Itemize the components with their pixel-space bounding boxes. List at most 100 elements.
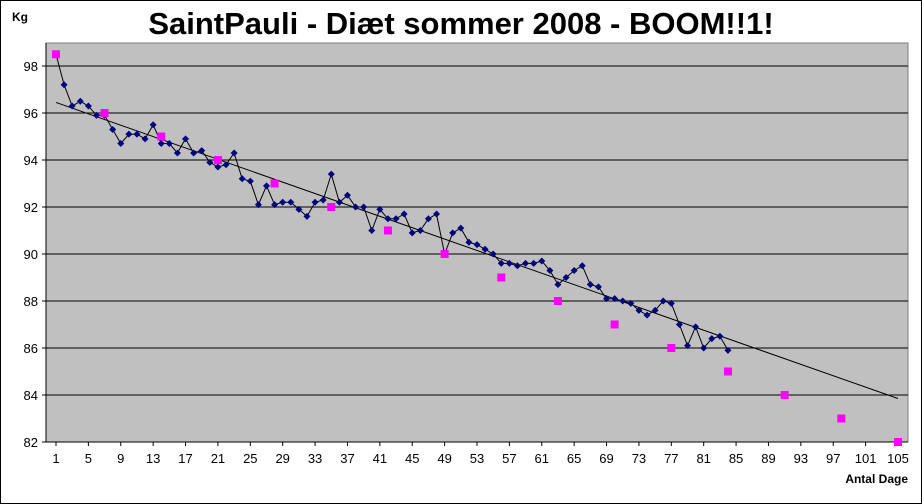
daily-weight-point <box>619 297 627 305</box>
weekly-target-point <box>610 320 619 329</box>
daily-weight-point <box>271 201 279 209</box>
y-tick-label: 90 <box>24 247 38 262</box>
daily-weight-point <box>611 295 619 303</box>
daily-weight-point <box>433 210 441 218</box>
x-tick-label: 61 <box>535 451 549 466</box>
daily-weight-point <box>109 125 117 133</box>
x-tick-label: 1 <box>52 451 59 466</box>
x-tick-label: 33 <box>308 451 322 466</box>
daily-weight-point <box>141 135 149 143</box>
x-tick-label: 81 <box>696 451 710 466</box>
daily-weight-point <box>165 140 173 148</box>
weekly-target-point <box>270 179 279 188</box>
daily-weight-point <box>635 306 643 314</box>
daily-weight-point <box>198 147 206 155</box>
daily-weight-point <box>554 281 562 289</box>
daily-weight-point <box>84 102 92 110</box>
x-tick-label: 65 <box>567 451 581 466</box>
weekly-target-point <box>894 438 902 446</box>
daily-weight-point <box>659 297 667 305</box>
daily-weight-point <box>214 163 222 171</box>
daily-weight-point <box>651 306 659 314</box>
daily-weight-point <box>513 262 521 270</box>
daily-weight-point <box>173 149 181 157</box>
daily-weight-point <box>92 111 100 119</box>
daily-weight-point <box>157 140 165 148</box>
daily-weight-point <box>311 198 319 206</box>
x-tick-label: 93 <box>794 451 808 466</box>
daily-weight-point <box>287 198 295 206</box>
y-tick-label: 96 <box>24 106 38 121</box>
daily-weight-point <box>246 177 254 185</box>
x-tick-label: 89 <box>761 451 775 466</box>
chart-title: SaintPauli - Diæt sommer 2008 - BOOM!!1! <box>148 6 774 41</box>
daily-weight-point <box>643 311 651 319</box>
weekly-target-point <box>213 156 222 164</box>
x-tick-label: 5 <box>85 451 92 466</box>
y-tick-label: 86 <box>24 341 38 356</box>
daily-weight-point <box>724 346 732 354</box>
daily-weight-point <box>295 205 303 213</box>
weekly-target-point <box>497 273 506 282</box>
y-tick-label: 98 <box>24 59 38 74</box>
weekly-target-point <box>327 203 336 211</box>
daily-weight-point <box>303 212 311 220</box>
daily-weight-point <box>627 299 635 307</box>
daily-weight-point <box>343 191 351 199</box>
daily-weight-point <box>457 224 465 232</box>
weekly-target-point <box>100 109 109 117</box>
daily-weight-point <box>546 266 554 274</box>
y-tick-label: 84 <box>24 388 38 403</box>
daily-weight-point <box>562 274 570 281</box>
daily-weight-point <box>481 245 489 253</box>
daily-weight-point <box>603 295 611 303</box>
x-tick-label: 29 <box>275 451 289 466</box>
daily-weight-point <box>68 102 76 110</box>
weekly-target-point <box>667 344 676 352</box>
daily-weight-point <box>60 81 68 89</box>
daily-weight-point <box>133 130 141 138</box>
daily-weight-point <box>530 259 538 267</box>
y-tick-label: 94 <box>24 153 38 168</box>
daily-weight-point <box>117 140 125 148</box>
x-tick-label: 97 <box>826 451 840 466</box>
weekly-target-point <box>837 414 846 423</box>
weekly-target-point <box>157 132 166 141</box>
weekly-target-point <box>723 367 732 376</box>
daily-weight-point <box>424 215 432 223</box>
daily-weight-point <box>489 250 497 258</box>
daily-weight-point <box>700 344 708 352</box>
x-axis-label: Antal Dage <box>845 472 908 486</box>
y-tick-label: 82 <box>24 435 38 450</box>
x-tick-label: 53 <box>470 451 484 466</box>
daily-weight-point <box>263 182 270 190</box>
x-tick-label: 13 <box>146 451 160 466</box>
daily-weight-point <box>190 149 198 157</box>
daily-weight-point <box>675 321 683 328</box>
daily-weight-point <box>319 196 327 204</box>
x-tick-label: 101 <box>855 451 877 466</box>
x-tick-label: 57 <box>502 451 516 466</box>
daily-weight-point <box>392 215 400 223</box>
x-tick-label: 73 <box>632 451 646 466</box>
x-tick-label: 77 <box>664 451 678 466</box>
daily-weight-point <box>327 170 335 178</box>
daily-weight-point <box>125 130 133 138</box>
weekly-target-point <box>553 297 562 305</box>
daily-weight-point <box>416 227 424 234</box>
daily-weight-point <box>279 198 287 206</box>
daily-weight-point <box>586 281 594 289</box>
y-tick-label: 92 <box>24 200 38 215</box>
daily-weight-point <box>76 97 84 105</box>
daily-weight-point <box>254 201 262 209</box>
daily-weight-point <box>368 227 376 234</box>
x-tick-label: 17 <box>178 451 192 466</box>
daily-weight-point <box>360 203 368 211</box>
daily-weight-point <box>384 215 392 223</box>
daily-weight-point <box>708 335 716 343</box>
daily-weight-point <box>352 203 360 211</box>
daily-weight-point <box>238 175 246 183</box>
daily-weight-point <box>538 257 546 265</box>
daily-weight-point <box>465 238 473 246</box>
